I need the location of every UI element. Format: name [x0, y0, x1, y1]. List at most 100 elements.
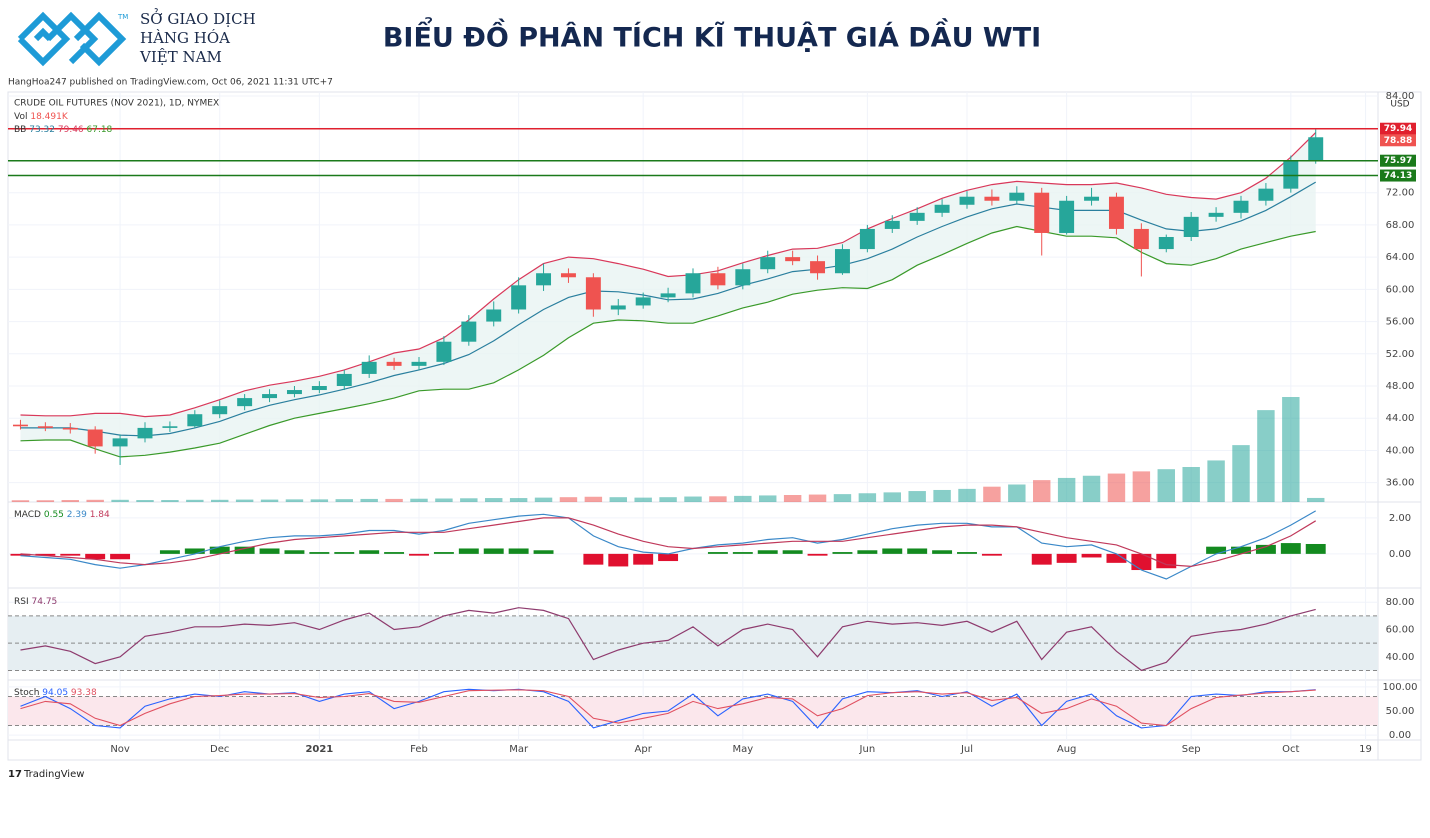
candle-body — [560, 273, 576, 278]
candle-body — [212, 406, 228, 415]
bb-name: BB — [14, 125, 26, 135]
x-tick-label: Sep — [1182, 744, 1201, 755]
volume-bar — [883, 492, 901, 502]
candle-body — [536, 273, 552, 286]
bb-legend: BB 73.32 79.46 67.18 — [14, 125, 113, 135]
stoch-name: Stoch — [14, 688, 39, 698]
macd-legend: MACD 0.55 2.39 1.84 — [14, 510, 110, 520]
y-tick-label: 100.00 — [1383, 682, 1418, 693]
y-tick-label: 80.00 — [1386, 597, 1415, 608]
y-tick-label: 56.00 — [1386, 317, 1415, 328]
candle-body — [486, 309, 502, 322]
candle-body — [1283, 160, 1299, 189]
y-tick-label: 36.00 — [1386, 478, 1415, 489]
volume-bar — [659, 497, 677, 502]
macd-signal-line — [20, 517, 1317, 568]
volume-bar — [709, 496, 727, 502]
macd-histogram-bar — [807, 553, 828, 556]
macd-histogram-bar — [832, 552, 853, 554]
candle-body — [884, 220, 900, 229]
candle-body — [137, 427, 153, 439]
candle-body — [87, 429, 103, 447]
vol-name: Vol — [14, 112, 27, 122]
y-tick-label: 40.00 — [1386, 445, 1415, 456]
tm: TM — [117, 13, 128, 21]
volume-bar — [584, 496, 603, 502]
x-tick-label: Jul — [960, 744, 973, 755]
candle-body — [1308, 137, 1324, 161]
volume-bar — [1207, 460, 1225, 502]
volume-bar — [1008, 484, 1026, 502]
candle-body — [1034, 192, 1050, 233]
y-tick-label: 52.00 — [1386, 349, 1415, 360]
macd-histogram-bar — [533, 550, 554, 554]
volume-bar — [759, 495, 777, 502]
symbol: CRUDE OIL FUTURES (NOV 2021), 1D, NYMEX — [14, 99, 219, 109]
volume-bar — [235, 499, 254, 502]
volume-bar — [933, 489, 951, 502]
candle-body — [635, 297, 651, 306]
volume-bar — [1257, 410, 1275, 502]
y-tick-label: 0.00 — [1389, 730, 1411, 741]
volume-bar — [858, 493, 877, 502]
x-tick-label: May — [732, 744, 753, 755]
macd-histogram-bar — [458, 548, 479, 554]
price-tag — [1380, 169, 1416, 182]
bb-upper — [20, 132, 1317, 418]
x-tick-label: Oct — [1282, 744, 1299, 755]
volume-bar — [385, 498, 403, 502]
volume-bar — [958, 488, 976, 502]
y-tick-label: 50.00 — [1386, 706, 1415, 717]
price-tag-label: 74.13 — [1384, 171, 1412, 181]
candle-body — [984, 196, 1000, 201]
x-tick-label: Feb — [410, 744, 428, 755]
candle-body — [262, 394, 278, 399]
macd-histogram-bar — [85, 553, 106, 560]
macd-histogram-bar — [732, 552, 753, 554]
volume-bar — [1232, 445, 1250, 502]
y-tick-label: 60.00 — [1386, 284, 1415, 295]
candle-body — [934, 204, 950, 213]
bb-upper: 79.46 — [58, 125, 84, 135]
macd-histogram-bar — [35, 553, 56, 556]
macd-histogram-bar — [1231, 546, 1251, 554]
volume-bar — [833, 494, 852, 502]
volume-bar — [783, 495, 802, 502]
macd-histogram-bar — [882, 548, 903, 554]
candle-body — [411, 361, 427, 366]
candle-body — [660, 293, 676, 298]
macd-histogram-bar — [1081, 553, 1102, 558]
logo-text: HÀNG HÓA — [140, 29, 230, 47]
volume-bar — [211, 499, 229, 502]
vol-value: 18.491K — [30, 112, 68, 122]
macd-histogram-bar — [658, 553, 679, 562]
candle-body — [1084, 196, 1100, 201]
macd-histogram-bar — [757, 550, 778, 554]
rsi-name: RSI — [14, 597, 29, 607]
candle-body — [610, 305, 626, 310]
volume-bar — [61, 500, 79, 502]
macd-histogram-bar — [433, 552, 454, 554]
macd-histogram-bar — [209, 546, 230, 554]
candle-body — [1233, 200, 1249, 213]
macd-histogram-bar — [907, 548, 928, 554]
volume-bar — [1107, 473, 1126, 502]
volume-bar — [1057, 477, 1076, 502]
stoch-legend: Stoch 94.05 93.38 — [14, 688, 97, 698]
logo-text: SỞ GIAO DỊCH — [140, 8, 256, 28]
price-tag-label: 75.97 — [1384, 156, 1412, 166]
volume-bar — [983, 486, 1001, 502]
macd-signal-value: 1.84 — [90, 510, 110, 520]
volume-bar — [186, 499, 204, 502]
candle-body — [187, 414, 203, 427]
macd-value: 2.39 — [67, 510, 87, 520]
candle-body — [585, 277, 601, 310]
candle-body — [859, 228, 875, 250]
stoch-d-line — [20, 689, 1316, 727]
volume-bar — [86, 499, 104, 502]
x-tick-label: Nov — [110, 744, 130, 755]
volume-bar — [908, 491, 926, 502]
y-tick-label: 0.00 — [1389, 549, 1411, 560]
macd-histogram-bar — [384, 552, 405, 554]
candle-body — [785, 257, 801, 262]
